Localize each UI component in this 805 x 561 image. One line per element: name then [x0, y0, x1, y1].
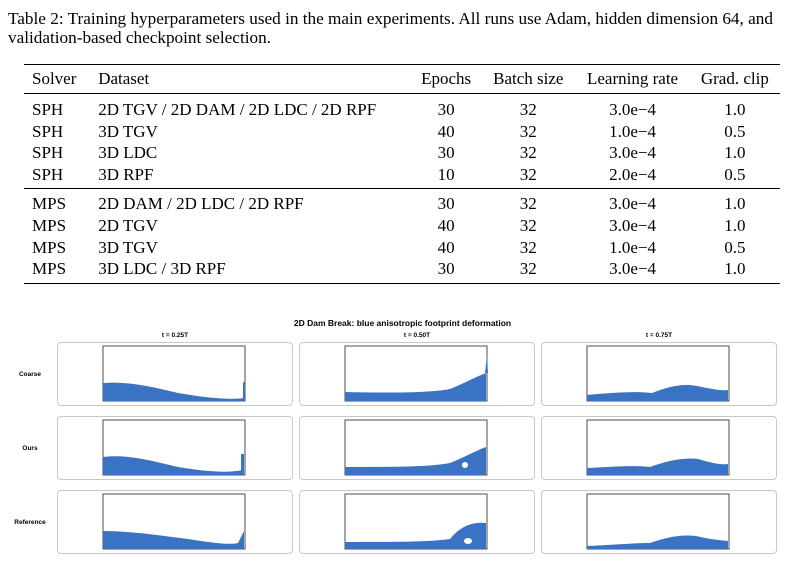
column-label-t075: t = 0.75T — [645, 332, 673, 339]
dam-break-figure: 2D Dam Break: blue anisotropic footprint… — [0, 312, 805, 561]
cell-epochs: 30 — [437, 100, 455, 119]
cell-grad-clip: 1.0 — [724, 100, 746, 119]
cell-batch-size: 32 — [519, 194, 537, 214]
cell-batch-size: 32 — [519, 143, 537, 163]
panel-reference-t025 — [57, 490, 293, 554]
cell-dataset: 3D TGV — [98, 237, 158, 257]
cell-epochs: 30 — [437, 259, 455, 279]
figure-title: 2D Dam Break: blue anisotropic footprint… — [293, 318, 512, 328]
cell-grad-clip: 0.5 — [724, 164, 746, 184]
cell-dataset: 3D TGV — [98, 121, 158, 141]
panel-coarse-t025 — [57, 342, 293, 406]
cell-solver: MPS — [32, 237, 67, 257]
cell-batch-size: 32 — [519, 259, 537, 279]
cell-grad-clip: 0.5 — [724, 237, 746, 257]
cell-epochs: 10 — [437, 164, 455, 184]
panel-ours-t025 — [57, 416, 293, 480]
table-row: SPH 3D LDC 30 32 3.0e−4 1.0 — [24, 142, 780, 164]
cell-grad-clip: 1.0 — [724, 215, 746, 235]
header-grad-clip: Grad. clip — [700, 69, 769, 88]
table-row: MPS 3D TGV 40 32 1.0e−4 0.5 — [24, 237, 780, 259]
cell-learning-rate: 1.0e−4 — [609, 237, 656, 257]
cell-grad-clip: 1.0 — [724, 259, 746, 279]
cell-grad-clip: 1.0 — [724, 194, 746, 214]
cell-batch-size: 32 — [519, 100, 537, 119]
header-learning-rate: Learning rate — [587, 69, 679, 88]
cell-dataset: 3D LDC / 3D RPF — [98, 259, 226, 279]
header-dataset: Dataset — [98, 69, 150, 88]
hyperparameter-table: Solver Dataset Epochs Batch size Learnin… — [24, 64, 780, 284]
panel-coarse-t050 — [299, 342, 535, 406]
table-row: SPH 3D RPF 10 32 2.0e−4 0.5 — [24, 164, 780, 189]
panel-coarse-t075 — [541, 342, 777, 406]
cell-solver: MPS — [32, 194, 67, 214]
panel-ours-t075 — [541, 416, 777, 480]
cell-learning-rate: 1.0e−4 — [609, 121, 656, 141]
cell-dataset: 2D TGV — [98, 215, 158, 235]
cell-learning-rate: 2.0e−4 — [609, 164, 656, 184]
cell-dataset: 3D LDC — [98, 143, 158, 163]
column-label-t050: t = 0.50T — [403, 332, 431, 339]
cell-solver: MPS — [32, 259, 67, 279]
cell-dataset: 2D DAM / 2D LDC / 2D RPF — [98, 194, 304, 214]
cell-grad-clip: 0.5 — [724, 121, 746, 141]
sph-group: SPH 2D TGV / 2D DAM / 2D LDC / 2D RPF 30… — [24, 94, 780, 189]
cell-dataset: 3D RPF — [98, 164, 154, 184]
cell-solver: MPS — [32, 215, 67, 235]
cell-learning-rate: 3.0e−4 — [609, 215, 656, 235]
panel-reference-t075 — [541, 490, 777, 554]
cell-learning-rate: 3.0e−4 — [609, 143, 656, 163]
cell-dataset: 2D TGV / 2D DAM / 2D LDC / 2D RPF — [98, 100, 377, 119]
cell-grad-clip: 1.0 — [724, 143, 746, 163]
cell-batch-size: 32 — [519, 121, 537, 141]
mps-group: MPS 2D DAM / 2D LDC / 2D RPF 30 32 3.0e−… — [24, 189, 780, 284]
table-header: Solver Dataset Epochs Batch size Learnin… — [24, 64, 780, 94]
table-row: SPH 2D TGV / 2D DAM / 2D LDC / 2D RPF 30… — [24, 94, 780, 121]
cell-solver: SPH — [32, 121, 64, 141]
cell-epochs: 30 — [437, 143, 455, 163]
table-row: MPS 3D LDC / 3D RPF 30 32 3.0e−4 1.0 — [24, 258, 780, 283]
cell-learning-rate: 3.0e−4 — [609, 259, 656, 279]
cell-batch-size: 32 — [519, 237, 537, 257]
row-label-coarse: Coarse — [18, 371, 42, 378]
table-caption: Table 2: Training hyperparameters used i… — [8, 9, 773, 47]
table-row: SPH 3D TGV 40 32 1.0e−4 0.5 — [24, 121, 780, 143]
panel-ours-t050 — [299, 416, 535, 480]
header-epochs: Epochs — [421, 69, 472, 88]
cell-epochs: 40 — [437, 121, 455, 141]
cell-epochs: 30 — [437, 194, 455, 214]
row-label-ours: Ours — [22, 445, 38, 452]
cell-learning-rate: 3.0e−4 — [609, 194, 656, 214]
cell-batch-size: 32 — [519, 164, 537, 184]
cell-learning-rate: 3.0e−4 — [609, 100, 656, 119]
table-row: MPS 2D TGV 40 32 3.0e−4 1.0 — [24, 215, 780, 237]
row-label-reference: Reference — [14, 519, 46, 526]
cell-epochs: 40 — [437, 215, 455, 235]
header-solver: Solver — [32, 69, 77, 88]
cell-solver: SPH — [32, 164, 64, 184]
table-row: MPS 2D DAM / 2D LDC / 2D RPF 30 32 3.0e−… — [24, 189, 780, 215]
cell-solver: SPH — [32, 143, 64, 163]
panel-reference-t050 — [299, 490, 535, 554]
header-batch-size: Batch size — [493, 69, 564, 88]
column-label-t025: t = 0.25T — [161, 332, 189, 339]
cell-epochs: 40 — [437, 237, 455, 257]
cell-batch-size: 32 — [519, 215, 537, 235]
cell-solver: SPH — [32, 100, 64, 119]
table-header-row: Solver Dataset Epochs Batch size Learnin… — [24, 64, 780, 94]
